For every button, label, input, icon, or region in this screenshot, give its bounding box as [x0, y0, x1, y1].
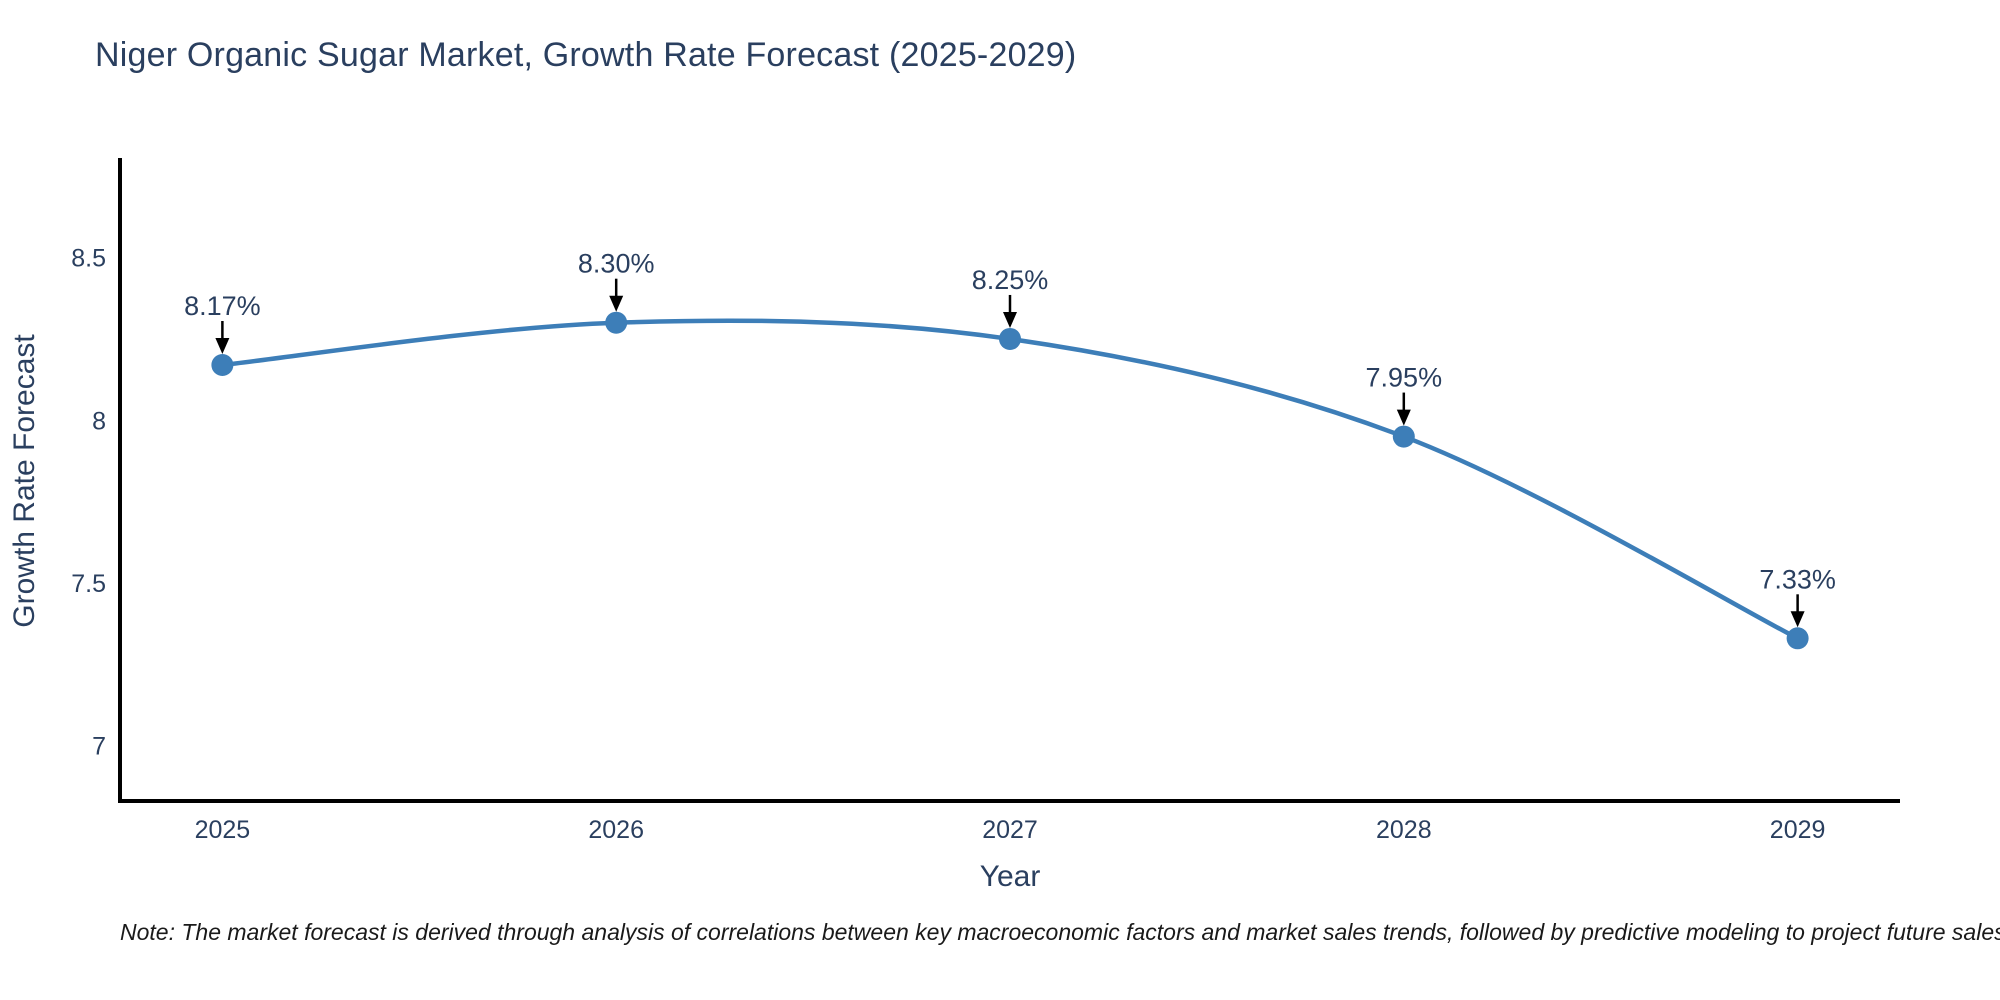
- point-annotations: 8.17% 8.30% 8.25% 7.95% 7.33%: [184, 249, 1836, 628]
- annotation-arrowhead: [1396, 409, 1411, 426]
- point-value-label: 8.25%: [972, 265, 1049, 295]
- point-value-label: 7.95%: [1366, 363, 1443, 393]
- footnote: Note: The market forecast is derived thr…: [120, 919, 2000, 945]
- data-point-marker[interactable]: [999, 327, 1021, 350]
- annotation-arrowhead: [215, 337, 230, 354]
- x-axis-title: Year: [980, 860, 1041, 893]
- y-tick-label: 7.5: [71, 570, 106, 598]
- y-axis-title: Growth Rate Forecast: [8, 334, 41, 628]
- data-point-marker[interactable]: [605, 311, 628, 334]
- point-value-label: 8.30%: [578, 249, 655, 279]
- y-tick-labels: 7 7.5 8 8.5: [71, 245, 106, 761]
- chart-title: Niger Organic Sugar Market, Growth Rate …: [95, 36, 1077, 74]
- annotation-arrowhead: [1790, 611, 1805, 628]
- annotation-arrowhead: [1003, 311, 1017, 328]
- x-tick-label: 2027: [982, 816, 1038, 844]
- data-point-marker[interactable]: [211, 353, 234, 376]
- x-tick-label: 2029: [1770, 816, 1826, 844]
- x-tick-labels: 2025 2026 2027 2028 2029: [195, 816, 1826, 844]
- data-point-marker[interactable]: [1392, 425, 1415, 448]
- series-line: [222, 318, 1799, 641]
- x-tick-label: 2026: [588, 816, 644, 844]
- point-value-label: 7.33%: [1759, 564, 1836, 594]
- point-value-label: 8.17%: [184, 291, 261, 321]
- data-point-marker[interactable]: [1786, 627, 1809, 650]
- y-tick-label: 8.5: [71, 245, 106, 273]
- y-tick-label: 7: [92, 733, 106, 761]
- x-tick-label: 2025: [195, 816, 251, 844]
- series-markers: [211, 311, 1809, 650]
- annotation-arrowhead: [609, 295, 624, 312]
- y-tick-label: 8: [92, 407, 106, 435]
- x-tick-label: 2028: [1376, 816, 1432, 844]
